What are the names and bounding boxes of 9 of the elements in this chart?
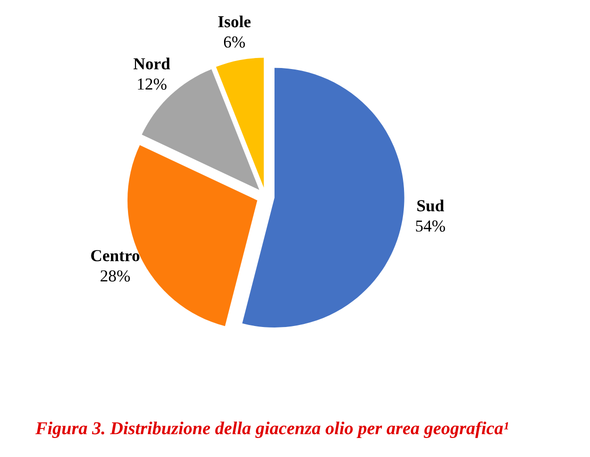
slice-label: Nord (134, 58, 170, 70)
slice-label: Isole (218, 16, 251, 28)
slice-label: Centro (91, 250, 140, 262)
data-label: 54% (416, 220, 446, 232)
text: Figura 3. Distribuzione della giacenza olio per area geografica¹ (35, 421, 508, 438)
data-label: 28% (100, 270, 130, 282)
data-label: 12% (138, 78, 166, 90)
slice-label: Sud (417, 200, 444, 212)
data-label: 6% (224, 36, 245, 48)
